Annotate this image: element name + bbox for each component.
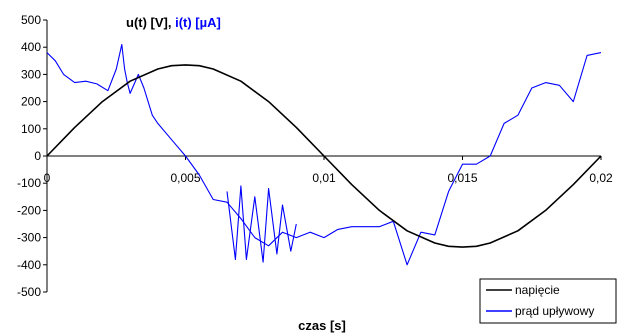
- x-tick-label: 0,005: [170, 171, 200, 185]
- y-tick-label: -400: [17, 258, 41, 272]
- title-current-part: i(t) [µA]: [175, 15, 221, 30]
- title-voltage-part: u(t) [V],: [126, 15, 175, 30]
- y-tick-label: -100: [17, 176, 41, 190]
- chart-title: u(t) [V], i(t) [µA]: [126, 15, 221, 30]
- y-tick-label: 400: [21, 40, 41, 54]
- y-tick-label: 500: [21, 13, 41, 27]
- series-line-current: [46, 43, 602, 266]
- x-tick-label: 0,01: [312, 171, 336, 185]
- plot-series: [46, 43, 602, 266]
- legend: napięcie prąd upływowy: [479, 278, 617, 324]
- y-tick-label: -500: [17, 285, 41, 299]
- legend-label-voltage: napięcie: [515, 283, 560, 297]
- series-line-voltage: [46, 64, 602, 248]
- legend-box: [479, 278, 617, 324]
- y-tick-label: 100: [21, 122, 41, 136]
- y-tick-label: 300: [21, 67, 41, 81]
- x-tick-label: 0: [44, 171, 51, 185]
- y-tick-label: -300: [17, 231, 41, 245]
- y-tick-label: 0: [34, 149, 41, 163]
- y-tick-label: -200: [17, 203, 41, 217]
- x-tick-label: 0,015: [447, 171, 477, 185]
- series-line-current-noise: [226, 185, 297, 263]
- legend-label-current: prąd upływowy: [515, 304, 594, 318]
- y-tick-label: 200: [21, 95, 41, 109]
- x-axis-label: czas [s]: [298, 318, 346, 333]
- x-tick-label: 0,02: [589, 171, 613, 185]
